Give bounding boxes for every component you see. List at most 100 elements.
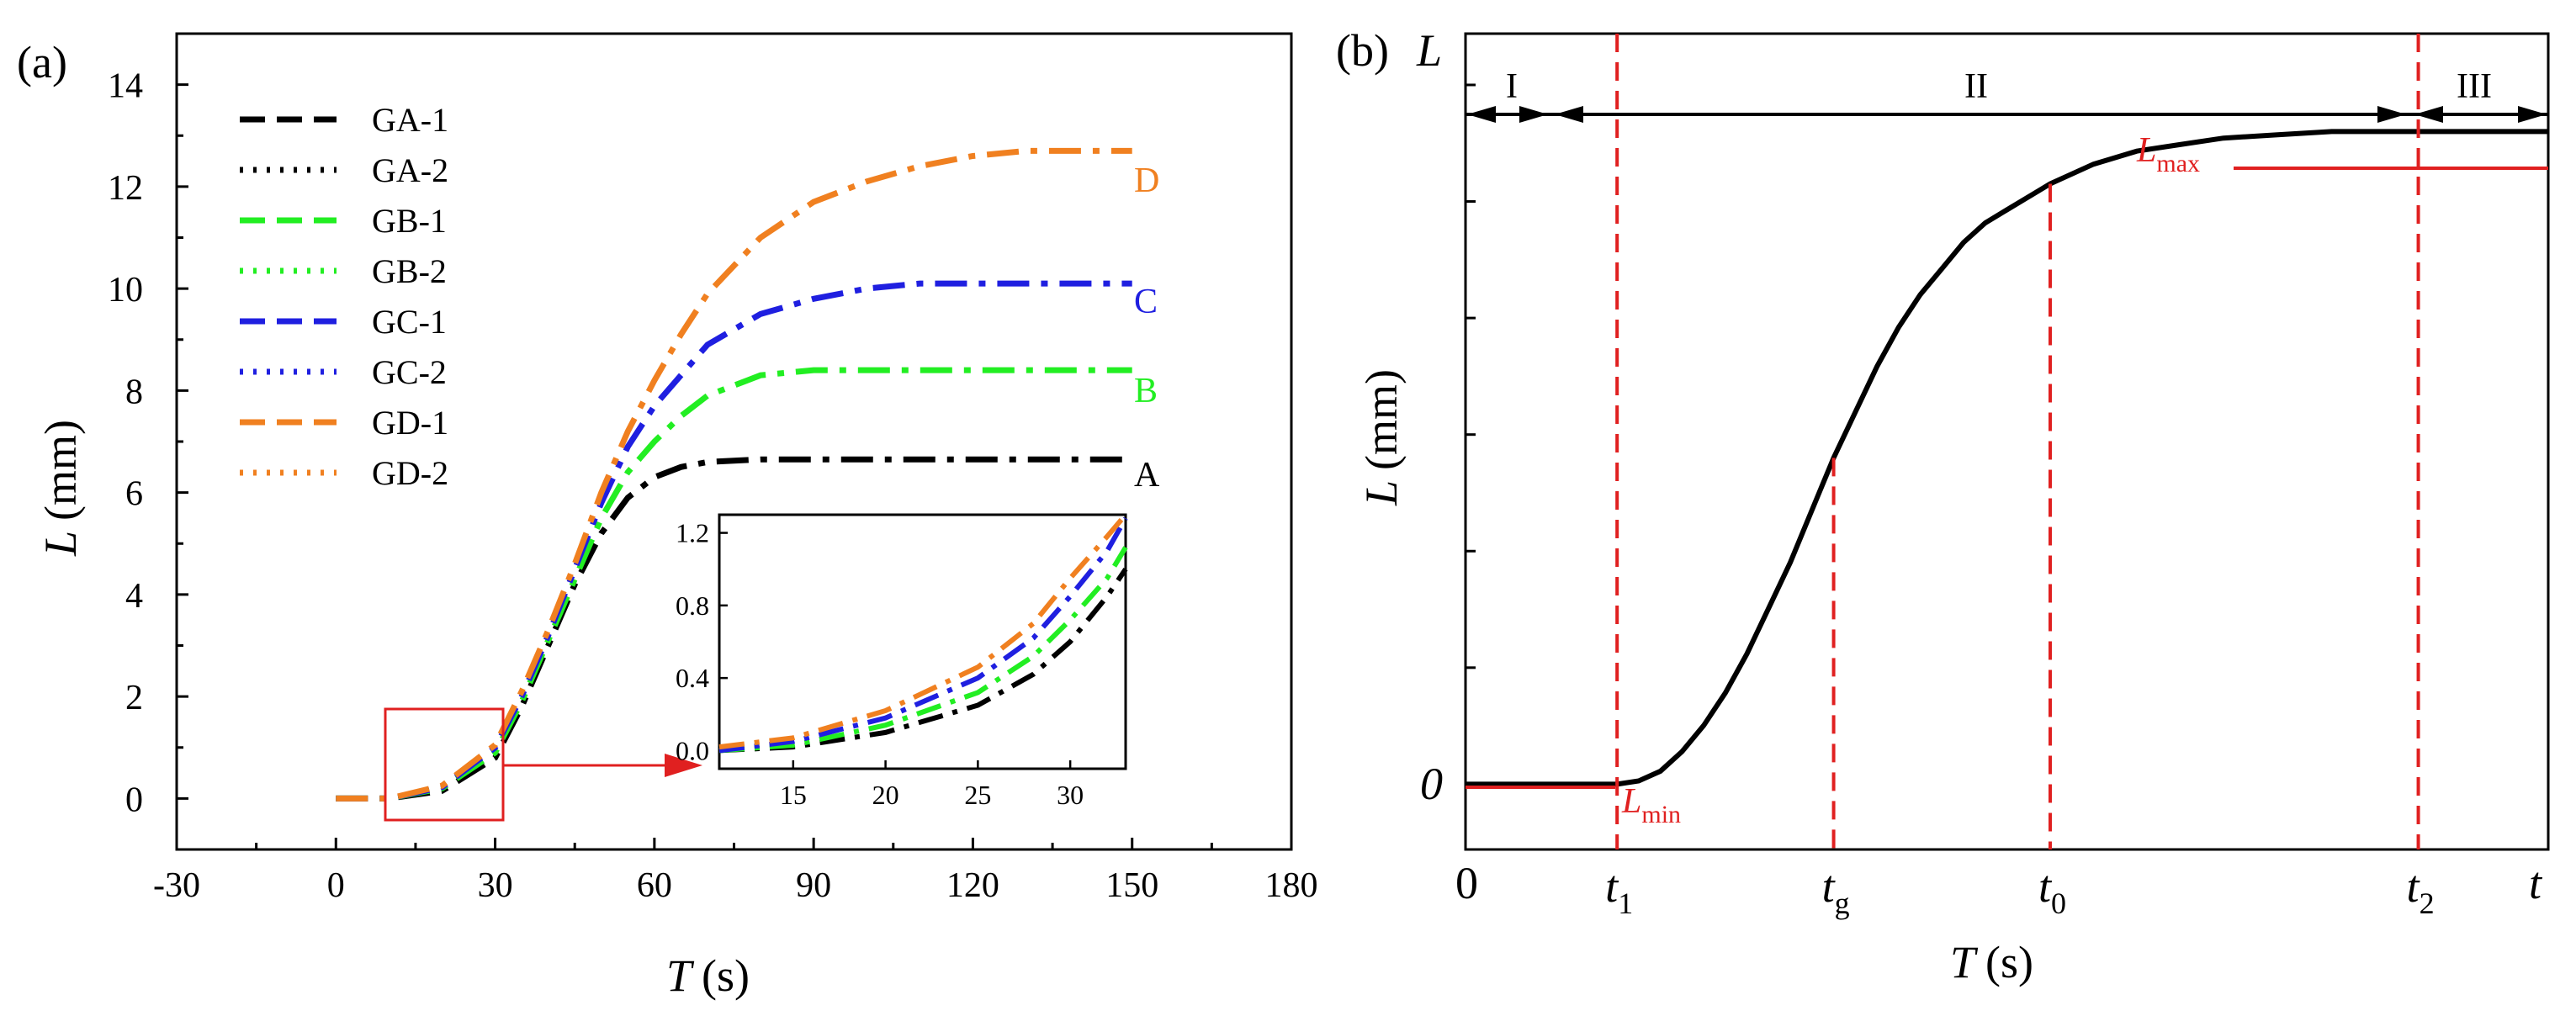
- region-iii-left-head: [2414, 106, 2443, 123]
- region-arrows: I II III: [1466, 67, 2548, 123]
- inset-x-tick-label-3: 30: [1057, 780, 1084, 810]
- series-line-c: [336, 280, 1132, 802]
- legend-entry-5: GC-2: [372, 353, 447, 391]
- panel-b-y-origin-label: 0: [1420, 759, 1443, 809]
- y-tick-label-1: 2: [125, 679, 143, 717]
- region-iii-right-head: [2518, 106, 2547, 123]
- region-i-label: I: [1506, 67, 1518, 106]
- panel-b-curve-group: [1466, 129, 2548, 787]
- inset-series-line-d: [718, 513, 1128, 750]
- y-tick-label-6: 12: [108, 169, 143, 208]
- panel-b-y-axis-symbol: L: [1356, 480, 1407, 506]
- inset-y-tick-label-0: 0.0: [676, 735, 709, 765]
- panel-b-plot-frame: [1464, 32, 2550, 851]
- inset-plot: 15 20 25 30 0.0 0.4 0.8 1.2: [676, 513, 1128, 810]
- inset-frame: [718, 513, 1127, 770]
- region-iii-label: III: [2457, 67, 2492, 106]
- panel-b-x-axis-unit: (s): [1985, 937, 2033, 987]
- marker-subscript-0: 0: [2051, 886, 2066, 920]
- inset-series-line-b: [718, 546, 1128, 754]
- x-tick-label-6: 150: [1105, 866, 1158, 905]
- series-line-b: [336, 367, 1132, 802]
- region-ii-label: II: [1964, 67, 1988, 106]
- panel-b-curve: [1466, 129, 2548, 787]
- panel-a-legend: GA-1 GA-2 GB-1 GB-2 GC-1 GC-2 GD-1 GD-2: [240, 101, 448, 492]
- panel-a-label: (a): [17, 37, 67, 87]
- panel-b-x-end-label: t: [2529, 858, 2543, 908]
- marker-subscript-2: 2: [2420, 886, 2435, 920]
- curve-label-a: A: [1134, 456, 1160, 495]
- panel-b-x-origin-label: 0: [1455, 858, 1478, 908]
- panel-a-x-axis-unit: (s): [702, 950, 750, 1001]
- x-tick-label-3: 60: [637, 866, 672, 905]
- legend-entry-4: GC-1: [372, 303, 447, 341]
- lmax-symbol: L: [2136, 131, 2156, 170]
- panel-a-y-axis-unit: (mm): [35, 420, 86, 521]
- y-tick-label-0: 0: [125, 781, 143, 819]
- legend-entry-2: GB-1: [372, 202, 447, 240]
- region-i-right-head: [1519, 106, 1548, 123]
- panel-a-ticks: -30 0 30 60 90 120 150 180 0 2 4 6 8 10 12 14: [108, 32, 1318, 905]
- inset-y-tick-label-2: 0.8: [676, 590, 709, 621]
- marker-label-t1: t1: [1605, 861, 1633, 920]
- marker-label-t2: t2: [2407, 861, 2435, 920]
- y-tick-label-7: 14: [108, 67, 143, 106]
- legend-entry-7: GD-2: [372, 454, 448, 492]
- marker-subscript-1: 1: [1618, 886, 1633, 920]
- legend-entry-3: GB-2: [372, 252, 447, 290]
- inset-y-tick-label-3: 1.2: [676, 518, 709, 548]
- inset-x-tick-label-0: 15: [780, 780, 807, 810]
- panel-b-y-axis-unit: (mm): [1356, 369, 1407, 470]
- inset-x-tick-label-2: 25: [964, 780, 991, 810]
- y-tick-label-5: 10: [108, 271, 143, 310]
- panel-a-y-axis-symbol: L: [35, 531, 86, 557]
- panel-b: (b) L I II III t1 tg t0 t2 Lmax Lmin 0 0 t: [1336, 25, 2550, 987]
- inset-series-line-c: [718, 516, 1128, 754]
- panel-b-label: (b): [1336, 25, 1389, 76]
- y-tick-label-4: 8: [125, 373, 143, 411]
- y-tick-label-2: 4: [125, 577, 143, 616]
- lmin-symbol: L: [1621, 782, 1641, 821]
- x-tick-label-5: 120: [946, 866, 999, 905]
- x-tick-label-2: 30: [478, 866, 513, 905]
- curve-label-b: B: [1134, 372, 1158, 410]
- x-tick-label-1: 0: [327, 866, 345, 905]
- marker-label-tg: tg: [1822, 861, 1850, 920]
- curve-label-c: C: [1134, 283, 1158, 321]
- panel-b-top-axis-label: L: [1416, 25, 1442, 76]
- panel-b-ticks: [1466, 83, 1476, 669]
- marker-subscript-g: g: [1835, 886, 1850, 920]
- region-ii-right-head: [2377, 106, 2406, 123]
- panel-a-x-axis-symbol: T: [666, 950, 695, 1001]
- marker-label-t0: t0: [2038, 861, 2066, 920]
- y-tick-label-3: 6: [125, 475, 143, 514]
- lmin-label: Lmin: [1621, 782, 1681, 828]
- panel-b-y-axis-label: L (mm): [1356, 369, 1407, 506]
- x-tick-label-0: -30: [153, 866, 200, 905]
- lmax-subscript: max: [2156, 150, 2200, 177]
- panel-b-x-axis-label: T (s): [1950, 937, 2033, 987]
- lmin-subscript: min: [1641, 801, 1681, 828]
- legend-entry-0: GA-1: [372, 101, 448, 139]
- x-tick-label-4: 90: [796, 866, 831, 905]
- panel-a-x-axis-label: T (s): [666, 950, 750, 1001]
- legend-entry-6: GD-1: [372, 404, 448, 442]
- inset-curves: [718, 513, 1128, 754]
- panel-a-y-axis-label: L (mm): [35, 420, 86, 557]
- x-tick-label-7: 180: [1265, 866, 1318, 905]
- inset-ticks: 15 20 25 30 0.0 0.4 0.8 1.2: [676, 518, 1084, 810]
- series-line-a: [336, 456, 1132, 802]
- panel-a-curves: [336, 147, 1132, 802]
- legend-entry-1: GA-2: [372, 151, 448, 189]
- zoom-region-box: [384, 707, 505, 822]
- inset-y-tick-label-1: 0.4: [676, 663, 709, 693]
- lmax-label: Lmax: [2136, 131, 2200, 177]
- inset-series-line-a: [718, 568, 1128, 754]
- region-ii-left-head: [1555, 106, 1583, 123]
- curve-label-d: D: [1134, 161, 1159, 200]
- inset-x-tick-label-1: 20: [872, 780, 899, 810]
- zoom-arrow-head: [665, 754, 702, 777]
- panel-b-x-axis-symbol: T: [1950, 937, 1979, 987]
